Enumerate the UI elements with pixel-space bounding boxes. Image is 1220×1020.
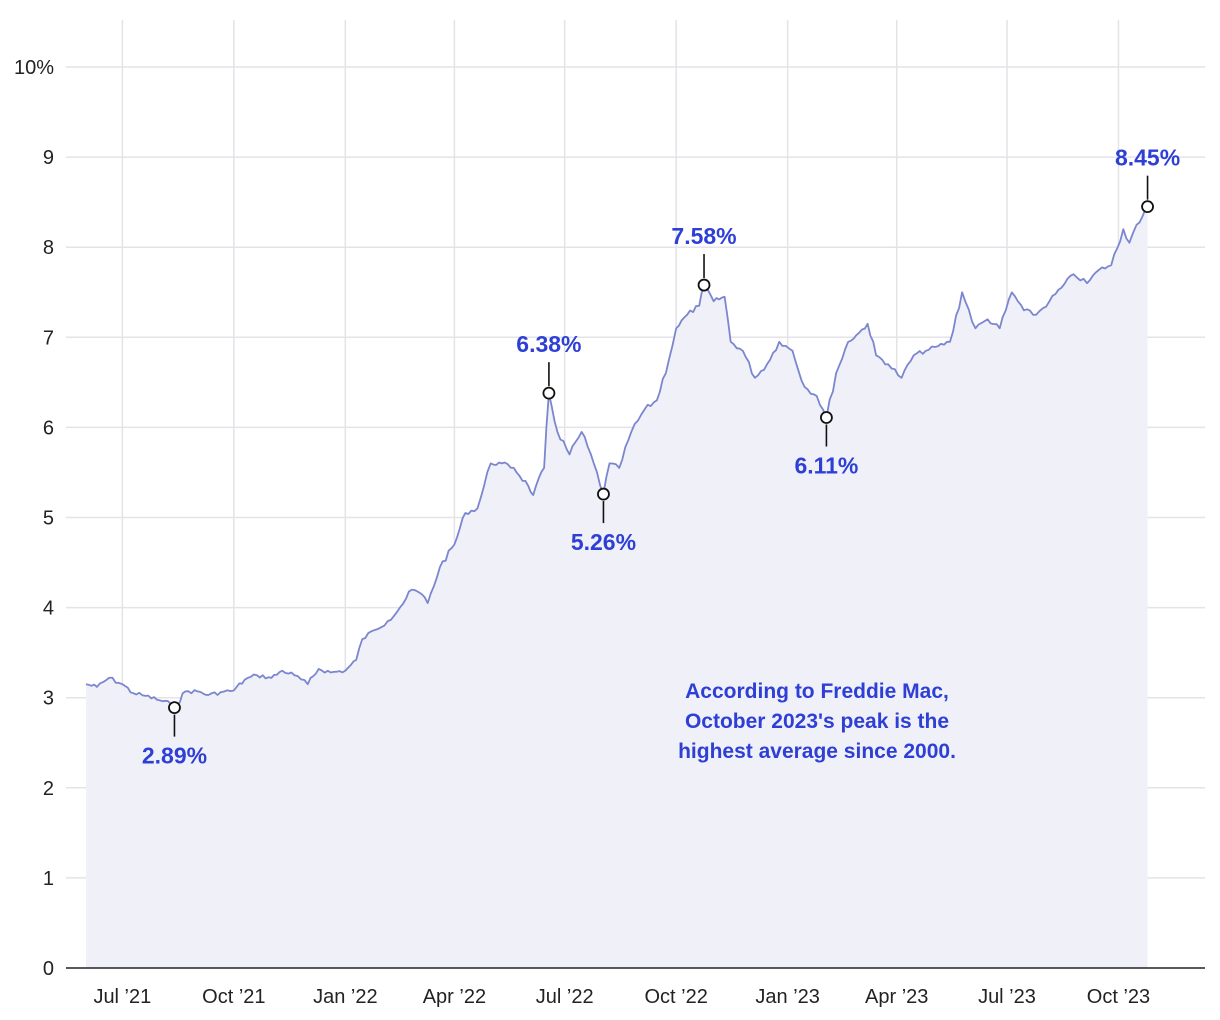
annotation-label: 7.58%	[671, 223, 736, 249]
y-tick-label: 7	[43, 327, 54, 349]
y-tick-label: 10%	[14, 57, 54, 79]
y-tick-label: 0	[43, 958, 54, 980]
annotation-label: 5.26%	[571, 529, 636, 555]
x-tick-label: Jul ’22	[536, 986, 594, 1008]
series-area-layer	[86, 206, 1148, 968]
y-tick-label: 3	[43, 688, 54, 710]
annotation-marker	[820, 411, 833, 424]
x-tick-label: Jul ’21	[93, 986, 151, 1008]
x-tick-label: Oct ’23	[1087, 986, 1150, 1008]
annotations: 2.89% 6.38% 5.26% 7.58% 6.11% 8.45%	[142, 145, 1180, 769]
y-tick-label: 2	[43, 778, 54, 800]
series-line-layer	[85, 206, 1149, 709]
x-tick-label: Apr ’23	[865, 986, 928, 1008]
note-line: highest average since 2000.	[678, 740, 956, 763]
series-line	[85, 206, 1149, 709]
annotation-marker	[1141, 200, 1154, 214]
x-tick-label: Jan ’23	[755, 986, 820, 1008]
note-line: October 2023's peak is the	[685, 710, 949, 733]
annotation-label: 6.38%	[516, 331, 581, 357]
annotation-marker	[168, 701, 181, 715]
annotation-marker	[697, 278, 711, 292]
axes: 0 1 2 3 4 5 6 7 8 9 10% Jul ’21 Oct ’21 Jan ’22 Apr ’2…	[14, 57, 1205, 1008]
series-area	[86, 206, 1148, 968]
chart-note: According to Freddie Mac, October 2023's …	[678, 680, 956, 763]
note-line: According to Freddie Mac,	[685, 680, 949, 703]
y-tick-label: 8	[43, 237, 54, 259]
y-tick-label: 9	[43, 147, 54, 169]
y-tick-label: 6	[43, 417, 54, 439]
x-tick-label: Apr ’22	[423, 986, 486, 1008]
x-tick-label: Jan ’22	[313, 986, 378, 1008]
annotation-label: 8.45%	[1115, 145, 1180, 171]
annotation-marker	[597, 487, 610, 501]
x-tick-label: Oct ’21	[202, 986, 265, 1008]
x-tick-label: Jul ’23	[978, 986, 1036, 1008]
annotation-label: 2.89%	[142, 743, 207, 769]
annotation-label: 6.11%	[794, 452, 858, 478]
x-tick-label: Oct ’22	[644, 986, 707, 1008]
annotation-marker	[542, 386, 556, 400]
y-tick-label: 4	[43, 598, 54, 620]
y-tick-label: 1	[43, 868, 54, 890]
y-tick-label: 5	[43, 508, 54, 530]
